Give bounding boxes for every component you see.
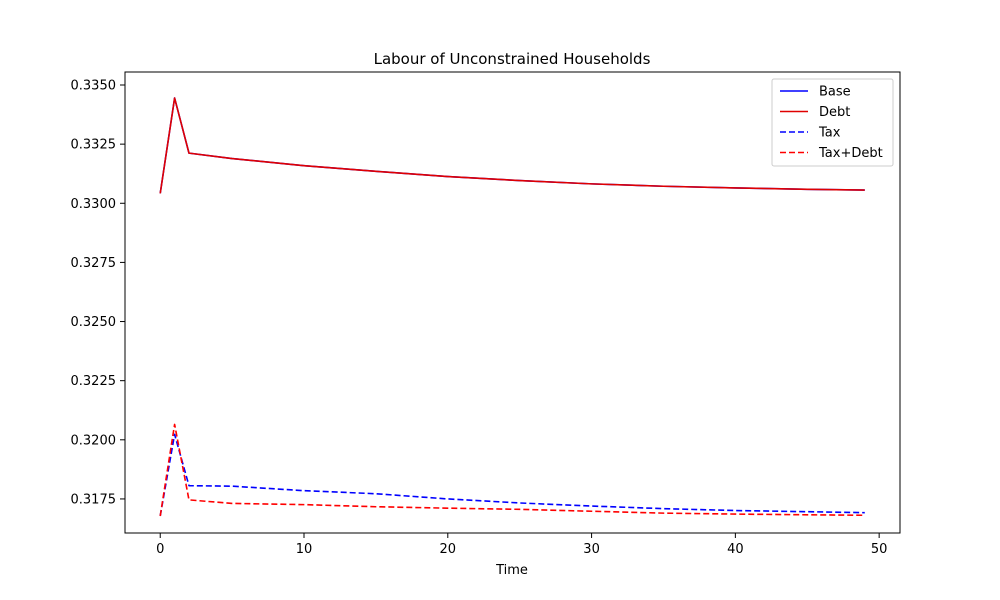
legend-label: Debt [819,105,850,120]
chart-title: Labour of Unconstrained Households [374,50,651,68]
legend-box [771,78,894,167]
legend-label: Tax [818,126,841,141]
x-tick-label: 40 [727,542,744,557]
y-tick-label: 0.3175 [71,492,117,507]
legend: Base Debt Tax Tax+Debt [771,78,894,167]
x-tick-label: 10 [296,542,313,557]
x-tick-label: 50 [871,542,888,557]
series-line-3 [159,423,865,517]
legend-label: Base [819,85,851,100]
y-tick-label: 0.3250 [71,315,117,330]
series-line-2 [159,433,865,517]
plot-lines [159,97,865,517]
x-axis-label: Time [495,563,528,578]
y-tick-label: 0.3300 [71,197,117,212]
y-axis-ticks: 0.3175 0.3200 0.3225 0.3250 0.3275 0.3300 0.33… [71,79,125,507]
legend-label: Tax+Debt [818,146,883,161]
series-line-1 [159,97,865,194]
x-tick-label: 20 [440,542,457,557]
y-tick-label: 0.3350 [71,79,117,94]
y-tick-label: 0.3275 [71,256,117,271]
y-tick-label: 0.3325 [71,138,117,153]
y-tick-label: 0.3225 [71,374,117,389]
x-tick-label: 30 [583,542,600,557]
series-line-0 [159,97,865,194]
x-axis-ticks: 0 10 20 30 40 50 [156,533,887,557]
plot-frame [124,71,901,534]
x-tick-label: 0 [156,542,164,557]
y-tick-label: 0.3200 [71,433,117,448]
